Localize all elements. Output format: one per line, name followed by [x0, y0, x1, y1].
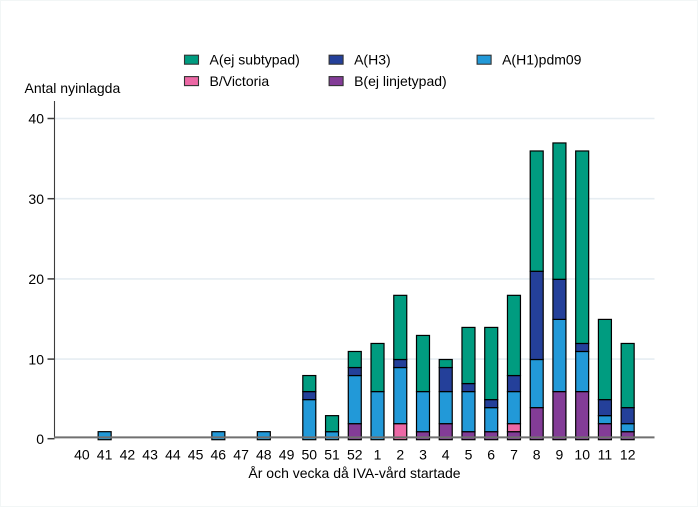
- svg-text:3: 3: [419, 446, 427, 462]
- svg-text:B(ej linjetypad): B(ej linjetypad): [354, 73, 447, 89]
- svg-text:A(H1)pdm09: A(H1)pdm09: [502, 52, 582, 68]
- svg-text:11: 11: [598, 446, 613, 462]
- svg-text:40: 40: [28, 111, 44, 127]
- svg-text:A(ej subtypad): A(ej subtypad): [210, 52, 300, 68]
- svg-text:51: 51: [324, 446, 340, 462]
- svg-text:50: 50: [302, 446, 318, 462]
- svg-text:20: 20: [28, 271, 44, 287]
- svg-text:42: 42: [120, 446, 136, 462]
- svg-text:8: 8: [533, 446, 541, 462]
- svg-text:45: 45: [188, 446, 204, 462]
- svg-text:12: 12: [620, 446, 636, 462]
- svg-text:46: 46: [211, 446, 227, 462]
- svg-text:5: 5: [465, 446, 473, 462]
- svg-text:A(H3): A(H3): [354, 52, 391, 68]
- svg-text:41: 41: [97, 446, 113, 462]
- svg-text:Antal nyinlagda: Antal nyinlagda: [25, 80, 121, 96]
- svg-text:49: 49: [279, 446, 295, 462]
- svg-text:44: 44: [165, 446, 181, 462]
- svg-text:1: 1: [374, 446, 382, 462]
- svg-text:30: 30: [28, 191, 44, 207]
- svg-text:40: 40: [74, 446, 90, 462]
- svg-text:48: 48: [256, 446, 272, 462]
- svg-text:9: 9: [556, 446, 564, 462]
- svg-text:B/Victoria: B/Victoria: [210, 73, 270, 89]
- svg-text:6: 6: [487, 446, 495, 462]
- svg-text:52: 52: [347, 446, 363, 462]
- svg-text:0: 0: [36, 431, 44, 447]
- svg-text:43: 43: [142, 446, 158, 462]
- svg-text:2: 2: [396, 446, 404, 462]
- svg-text:4: 4: [442, 446, 450, 462]
- svg-text:47: 47: [233, 446, 249, 462]
- svg-text:10: 10: [28, 351, 44, 367]
- svg-text:År och vecka då IVA-vård start: År och vecka då IVA-vård startade: [248, 465, 460, 481]
- svg-text:7: 7: [510, 446, 518, 462]
- svg-text:10: 10: [574, 446, 590, 462]
